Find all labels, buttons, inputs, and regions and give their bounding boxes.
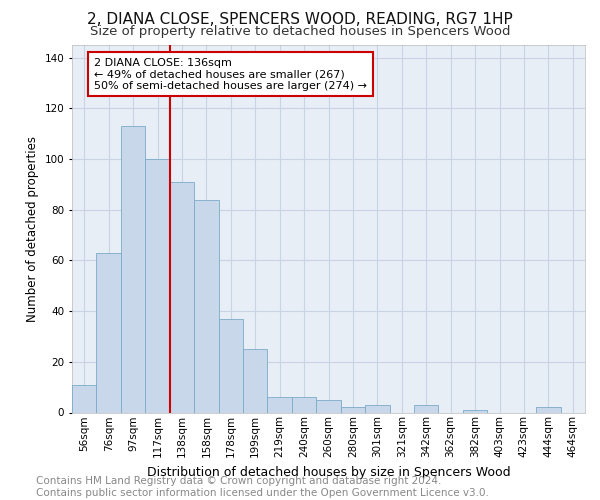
Bar xyxy=(121,126,145,412)
Text: 2, DIANA CLOSE, SPENCERS WOOD, READING, RG7 1HP: 2, DIANA CLOSE, SPENCERS WOOD, READING, … xyxy=(87,12,513,28)
Bar xyxy=(243,349,268,412)
Bar xyxy=(316,400,341,412)
Bar xyxy=(268,398,292,412)
Text: Contains HM Land Registry data © Crown copyright and database right 2024.
Contai: Contains HM Land Registry data © Crown c… xyxy=(36,476,489,498)
Bar xyxy=(72,384,97,412)
X-axis label: Distribution of detached houses by size in Spencers Wood: Distribution of detached houses by size … xyxy=(146,466,511,478)
Bar xyxy=(145,159,170,412)
Bar xyxy=(341,408,365,412)
Bar xyxy=(170,182,194,412)
Bar xyxy=(218,318,243,412)
Text: 2 DIANA CLOSE: 136sqm
← 49% of detached houses are smaller (267)
50% of semi-det: 2 DIANA CLOSE: 136sqm ← 49% of detached … xyxy=(94,58,367,91)
Bar xyxy=(292,398,316,412)
Bar xyxy=(97,253,121,412)
Bar xyxy=(365,405,389,412)
Text: Size of property relative to detached houses in Spencers Wood: Size of property relative to detached ho… xyxy=(90,25,510,38)
Bar xyxy=(194,200,218,412)
Bar xyxy=(414,405,439,412)
Y-axis label: Number of detached properties: Number of detached properties xyxy=(26,136,39,322)
Bar xyxy=(463,410,487,412)
Bar xyxy=(536,408,560,412)
